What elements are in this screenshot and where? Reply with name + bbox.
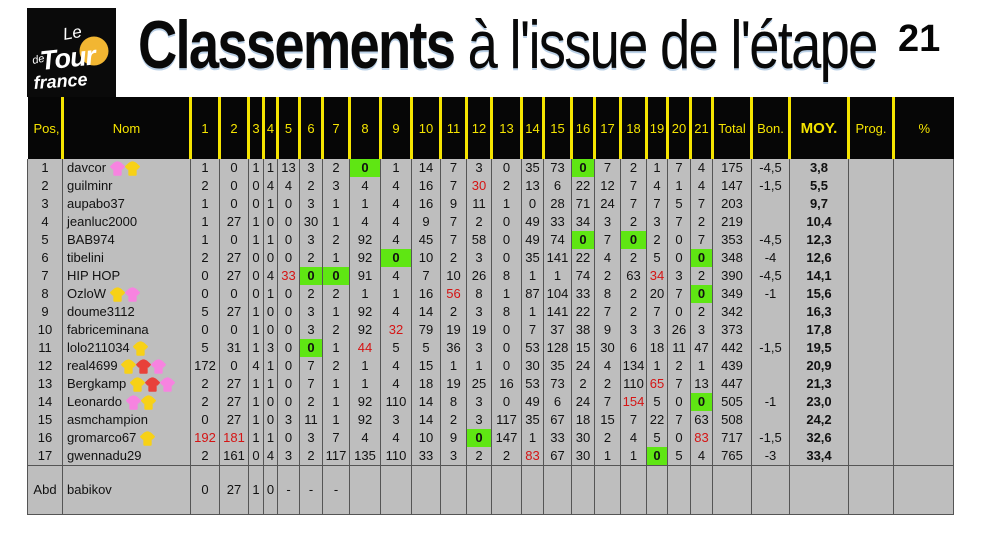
svg-text:france: france [33, 69, 88, 93]
svg-text:Le: Le [61, 22, 83, 44]
